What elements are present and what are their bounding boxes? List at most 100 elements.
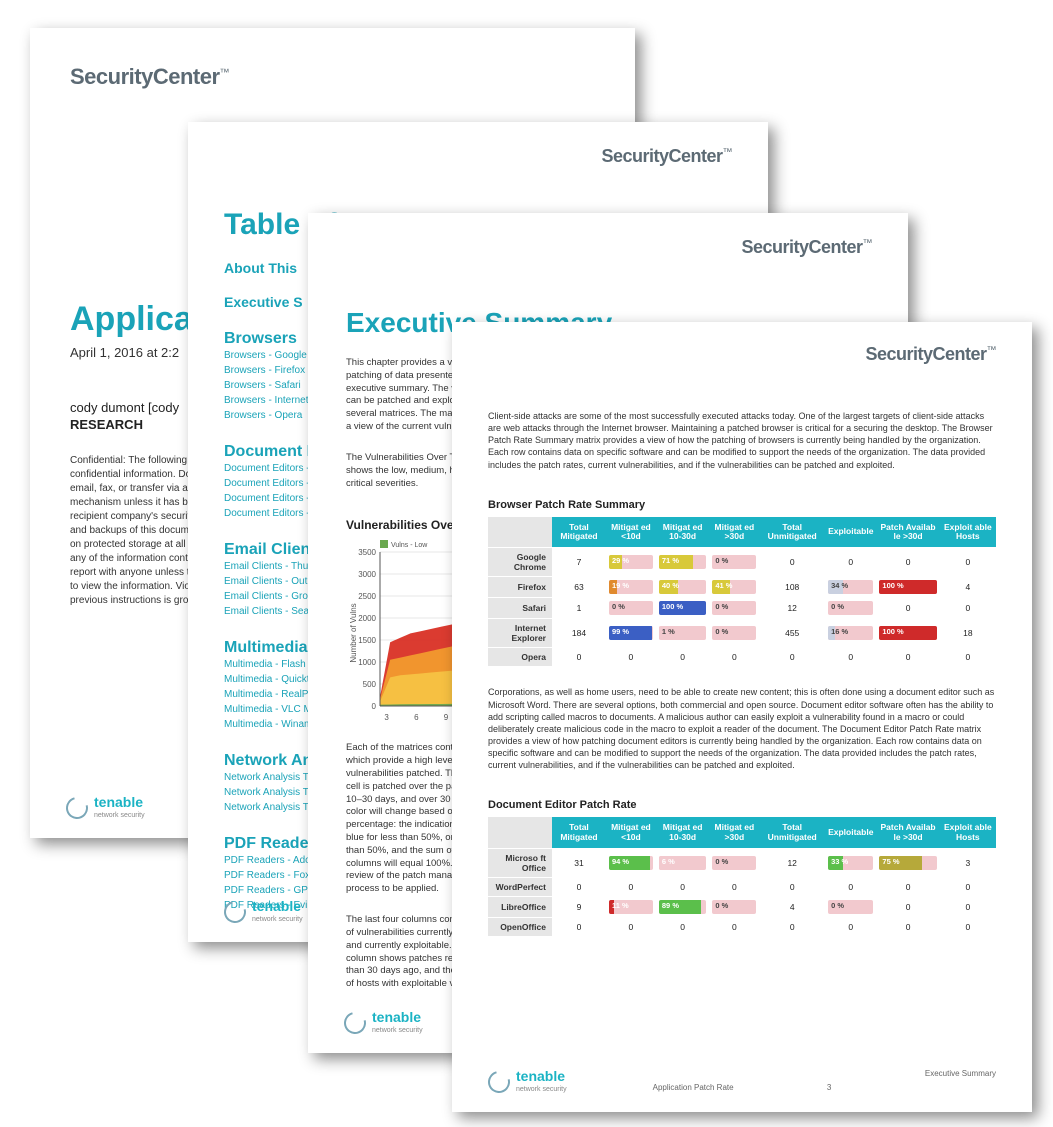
table-col-header: Mitigat ed <10d	[606, 517, 656, 548]
table-row: OpenOffice00000000	[488, 918, 996, 937]
table-corner	[488, 517, 552, 548]
table-col-header: Total Mitigated	[552, 517, 606, 548]
table-cell: 4	[759, 897, 825, 918]
table-cell-bar: 100 %	[656, 598, 709, 619]
tenable-text: tenable network security	[372, 1010, 423, 1035]
table-col-header: Exploitable	[825, 517, 876, 548]
svg-text:9: 9	[444, 713, 449, 722]
lead-paragraph: Client-side attacks are some of the most…	[488, 410, 996, 471]
table-cell-bar: 1 %	[656, 619, 709, 648]
table-col-header: Mitigat ed 10-30d	[656, 817, 709, 848]
brand-text: SecurityCenter	[70, 64, 220, 89]
tenable-swirl-icon	[220, 896, 250, 926]
table-row: LibreOffice911 %89 %0 %40 %00	[488, 897, 996, 918]
table-cell: 0	[759, 548, 825, 577]
tenable-name: tenable	[94, 795, 145, 809]
table-cell-bar: 19 %	[606, 577, 656, 598]
table-cell-bar: 99 %	[606, 619, 656, 648]
table-cell: 0	[825, 918, 876, 937]
table-cell-bar: 0 %	[709, 849, 759, 878]
table-cell: 0	[940, 918, 996, 937]
table-cell: 0	[709, 918, 759, 937]
table-cell-bar: 0 %	[709, 897, 759, 918]
table-cell: 0	[606, 918, 656, 937]
table-cell: 7	[552, 548, 606, 577]
table-cell-bar: 71 %	[656, 548, 709, 577]
table-cell: 18	[940, 619, 996, 648]
tenable-tagline: network security	[94, 812, 145, 819]
svg-text:3000: 3000	[358, 570, 376, 579]
table-cell: 184	[552, 619, 606, 648]
table-cell: 0	[606, 878, 656, 897]
doc-patch-table: Total MitigatedMitigat ed <10dMitigat ed…	[488, 817, 996, 936]
tenable-logo: tenable network security	[488, 1069, 567, 1094]
svg-text:6: 6	[414, 713, 419, 722]
table-row-header: Opera	[488, 648, 552, 667]
table-cell-bar: 0 %	[709, 619, 759, 648]
svg-text:2000: 2000	[358, 614, 376, 623]
table-col-header: Mitigat ed >30d	[709, 817, 759, 848]
table-cell: 0	[825, 878, 876, 897]
table-cell-bar: 0 %	[709, 598, 759, 619]
table-cell: 0	[606, 648, 656, 667]
table-row: Firefox6319 %40 %41 %10834 %100 %4	[488, 577, 996, 598]
svg-text:Vulns - Low: Vulns - Low	[391, 542, 428, 549]
brand-text: SecurityCenter	[865, 344, 986, 364]
svg-text:0: 0	[372, 702, 377, 711]
tenable-tagline: network security	[252, 916, 303, 923]
report-page-4-tables: SecurityCenter™ Client-side attacks are …	[452, 322, 1032, 1112]
table-col-header: Patch Availab le >30d	[876, 517, 939, 548]
table-cell-bar: 40 %	[656, 577, 709, 598]
table-cell: 0	[552, 918, 606, 937]
table-cell: 0	[940, 648, 996, 667]
table-cell: 0	[656, 918, 709, 937]
table-cell-bar: 34 %	[825, 577, 876, 598]
table-cell: 0	[940, 548, 996, 577]
table-cell: 0	[709, 648, 759, 667]
table-cell: 4	[940, 577, 996, 598]
table-cell: 108	[759, 577, 825, 598]
brand-text: SecurityCenter	[741, 237, 862, 257]
table-row: Safari10 %100 %0 %120 %00	[488, 598, 996, 619]
svg-text:3500: 3500	[358, 548, 376, 557]
table-cell: 0	[759, 918, 825, 937]
table-col-header: Total Mitigated	[552, 817, 606, 848]
table-row-header: WordPerfect	[488, 878, 552, 897]
tenable-logo: tenable network security	[344, 1010, 423, 1035]
table-cell: 0	[940, 598, 996, 619]
tenable-name: tenable	[372, 1010, 423, 1024]
table-cell-bar: 75 %	[876, 849, 939, 878]
browser-patch-table: Total MitigatedMitigat ed <10dMitigat ed…	[488, 517, 996, 667]
table-cell-bar: 41 %	[709, 577, 759, 598]
table-cell: 31	[552, 849, 606, 878]
brand-tm: ™	[863, 238, 873, 249]
table-row-header: Firefox	[488, 577, 552, 598]
table-cell: 12	[759, 849, 825, 878]
table-cell: 1	[552, 598, 606, 619]
svg-text:3: 3	[384, 713, 389, 722]
brand-logo: SecurityCenter™	[70, 64, 595, 90]
table-cell-bar: 29 %	[606, 548, 656, 577]
svg-text:1500: 1500	[358, 636, 376, 645]
table-cell-bar: 0 %	[606, 598, 656, 619]
table-cell-bar: 89 %	[656, 897, 709, 918]
table-cell: 12	[759, 598, 825, 619]
table-cell-bar: 100 %	[876, 619, 939, 648]
table-col-header: Exploit able Hosts	[940, 817, 996, 848]
svg-text:500: 500	[363, 680, 377, 689]
table-cell: 0	[876, 918, 939, 937]
table-cell: 0	[656, 648, 709, 667]
table-row: Microso ft Office3194 %6 %0 %1233 %75 %3	[488, 849, 996, 878]
tenable-text: tenable network security	[252, 899, 303, 924]
table-col-header: Total Unmitigated	[759, 517, 825, 548]
table-col-header: Mitigat ed <10d	[606, 817, 656, 848]
tenable-logo: tenable network security	[224, 899, 303, 924]
table-cell-bar: 0 %	[825, 897, 876, 918]
table-row: Internet Explorer18499 %1 %0 %45516 %100…	[488, 619, 996, 648]
table-cell: 0	[876, 548, 939, 577]
table-col-header: Mitigat ed 10-30d	[656, 517, 709, 548]
footer-center: Application Patch Rate 3	[653, 1083, 832, 1092]
tenable-swirl-icon	[484, 1066, 514, 1096]
table-cell: 0	[825, 648, 876, 667]
footer-center-text: Application Patch Rate	[653, 1083, 734, 1092]
